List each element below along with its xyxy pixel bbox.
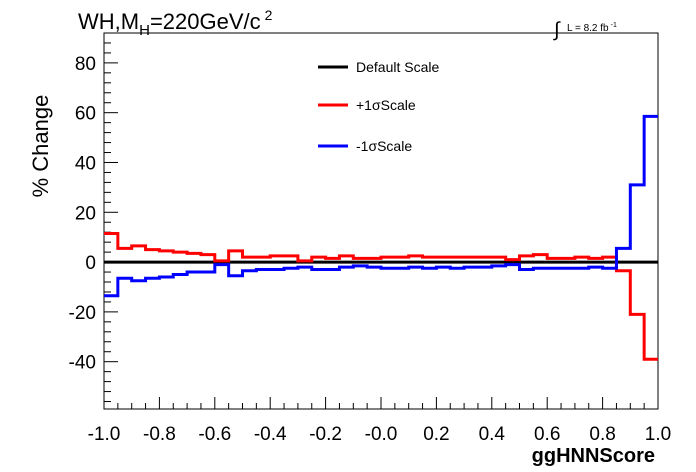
legend-entry-1: +1σScale: [356, 97, 416, 113]
y-axis-title: % Change: [28, 95, 53, 198]
y-tick-label: 0: [85, 253, 96, 274]
plot-frame: [103, 32, 659, 410]
lumi-label: ∫ L = 8.2 fb -1: [553, 19, 617, 41]
y-tick-label: 80: [75, 54, 96, 75]
y-tick-label: -40: [69, 353, 96, 374]
x-tick-label: 0.4: [479, 424, 506, 445]
x-tick-label: -1.0: [88, 424, 121, 445]
axis-ticks: [103, 32, 659, 409]
chart-title: WH,MH=220GeV/c 2: [78, 7, 273, 39]
x-tick-label: 1.0: [645, 424, 671, 445]
axis-tick-labels: -1.0 -0.8 -0.6 -0.4 -0.2 -0.0 0.2 0.4 0.6 0.8 1.0 -…: [69, 54, 672, 445]
series-line-2: [104, 114, 658, 298]
x-tick-label: -0.8: [143, 424, 176, 445]
x-tick-label: 0.6: [534, 424, 560, 445]
series-line-1: [104, 231, 658, 361]
x-tick-label: 0.8: [589, 424, 615, 445]
legend-entry-0: Default Scale: [356, 59, 439, 75]
x-tick-label: -0.0: [365, 424, 398, 445]
lumi-text: L = 8.2 fb -1: [567, 22, 617, 34]
y-tick-label: 20: [75, 203, 96, 224]
x-tick-label: -0.4: [254, 424, 287, 445]
series-lines: [104, 114, 658, 361]
x-axis-title: ggHNNScore: [532, 445, 655, 467]
legend: Default Scale +1σScale -1σScale: [318, 59, 439, 154]
integral-sign: ∫: [553, 19, 561, 41]
y-tick-label: -20: [69, 303, 96, 324]
y-tick-label: 60: [75, 104, 96, 125]
x-tick-label: -0.2: [309, 424, 342, 445]
x-tick-label: 0.2: [423, 424, 449, 445]
legend-entry-2: -1σScale: [356, 138, 412, 154]
y-tick-label: 40: [75, 153, 96, 174]
x-tick-label: -0.6: [198, 424, 231, 445]
